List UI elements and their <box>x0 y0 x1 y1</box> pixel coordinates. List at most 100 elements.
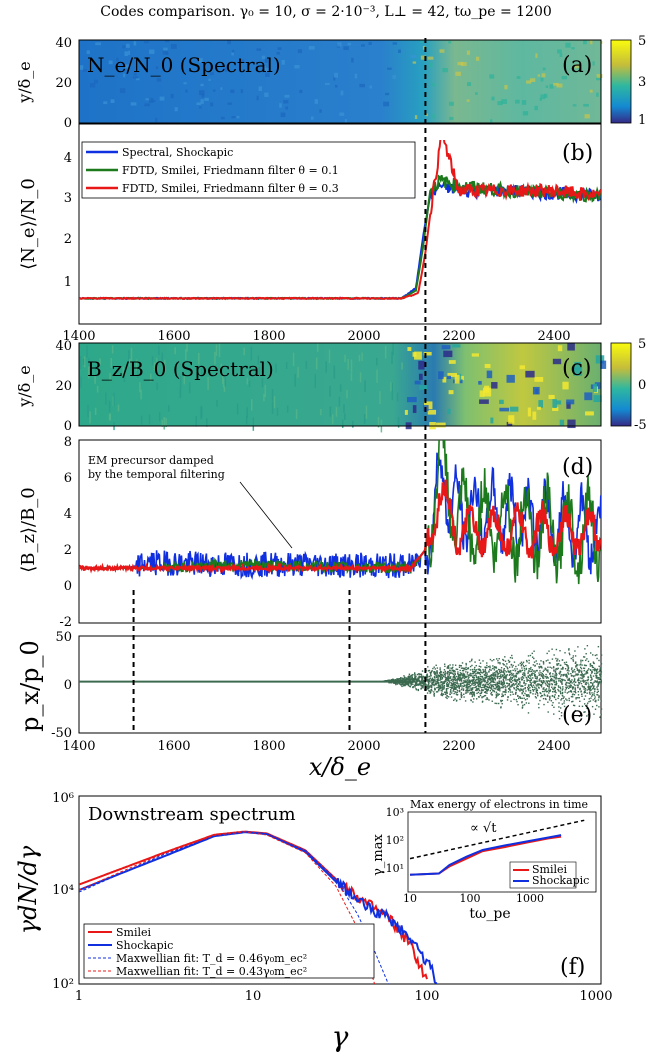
heatmap-cell <box>559 419 565 426</box>
scatter-point <box>588 688 590 691</box>
scatter-point <box>400 680 402 682</box>
scatter-point <box>436 667 439 669</box>
scatter-point <box>492 673 494 675</box>
heatmap-cell <box>442 68 448 73</box>
scatter-point <box>476 681 478 684</box>
scatter-point <box>495 666 497 668</box>
scatter-point <box>566 692 569 694</box>
scatter-point <box>489 681 492 684</box>
guide-lines <box>132 38 427 733</box>
heatmap-cell <box>410 55 417 58</box>
scatter-point <box>584 695 587 697</box>
scatter-point <box>384 680 386 682</box>
heatmap-cell <box>596 74 603 78</box>
scatter-point <box>445 691 448 693</box>
scatter-point <box>541 694 544 697</box>
heatmap-cell <box>420 40 423 44</box>
heatmap-cell <box>222 373 224 384</box>
scatter-point <box>471 664 473 667</box>
heatmap-cell <box>600 360 607 369</box>
scatter-point <box>480 692 482 694</box>
panel-d-ytick: 4 <box>64 507 72 522</box>
scatter-point <box>409 676 412 678</box>
scatter-point <box>585 653 587 655</box>
scatter-point <box>540 665 543 668</box>
panel-b-xtick: 1400 <box>62 329 95 344</box>
scatter-point <box>487 677 489 680</box>
heatmap-cell <box>561 75 568 80</box>
scatter-point <box>570 668 573 670</box>
heatmap-cell <box>479 390 485 397</box>
heatmap-cell <box>174 107 178 112</box>
heatmap-cell <box>220 87 223 90</box>
heatmap-cell <box>556 83 563 88</box>
scatter-point <box>459 683 462 686</box>
scatter-point <box>502 678 505 680</box>
scatter-point <box>470 693 473 695</box>
heatmap-cell <box>273 396 276 409</box>
scatter-point <box>453 687 455 690</box>
heatmap-cell <box>285 106 289 110</box>
scatter-point <box>572 660 575 662</box>
scatter-point <box>466 688 468 690</box>
scatter-point <box>580 682 583 685</box>
scatter-point <box>564 689 567 691</box>
series-line <box>79 440 601 585</box>
heatmap-cell <box>86 50 90 54</box>
scatter-point <box>595 699 597 702</box>
scatter-point <box>501 676 503 678</box>
heatmap-cell <box>89 411 91 424</box>
scatter-point <box>439 687 442 689</box>
heatmap-cell <box>553 82 559 86</box>
scatter-point <box>572 655 575 657</box>
heatmap-cell <box>94 407 97 415</box>
inset-xtick: 1000 <box>516 892 544 905</box>
heatmap-cell <box>333 365 336 379</box>
scatter-point <box>571 696 574 698</box>
scatter-point <box>486 683 488 685</box>
scatter-point <box>435 684 437 686</box>
scatter-point <box>477 685 480 687</box>
heatmap-cell <box>572 104 577 107</box>
scatter-point <box>437 686 439 689</box>
scatter-point <box>536 691 538 694</box>
scatter-point <box>558 686 560 688</box>
scatter-point <box>477 696 480 698</box>
scatter-point <box>523 680 525 682</box>
scatter-point <box>436 671 439 673</box>
heatmap-cell <box>156 357 158 365</box>
scatter-point <box>529 692 531 694</box>
scatter-point <box>577 678 580 681</box>
scatter-point <box>475 676 478 679</box>
scatter-point <box>487 683 490 686</box>
inset-series-line <box>409 834 562 876</box>
heatmap-cell <box>112 396 115 406</box>
scatter-point <box>548 650 550 652</box>
scatter-point <box>582 676 584 679</box>
scatter-point <box>480 687 483 689</box>
heatmap-cell <box>535 53 538 58</box>
scatter-point <box>426 679 429 681</box>
scatter-point <box>499 675 502 677</box>
scatter-point <box>587 686 589 688</box>
scatter-point <box>436 683 438 685</box>
scatter-point <box>452 666 454 669</box>
scatter-point <box>448 672 451 674</box>
heatmap-cell <box>125 64 129 69</box>
scatter-point <box>503 686 505 688</box>
scatter-point <box>465 685 468 687</box>
scatter-point <box>520 679 523 681</box>
scatter-point <box>552 666 555 668</box>
heatmap-cell <box>117 404 120 412</box>
heatmap-cell <box>466 99 470 102</box>
scatter-point <box>561 698 563 700</box>
heatmap-cell <box>133 72 137 76</box>
scatter-point <box>584 664 586 667</box>
scatter-point <box>439 671 442 674</box>
scatter-point <box>445 678 448 680</box>
scatter-point <box>565 673 568 676</box>
scatter-point <box>519 697 522 699</box>
heatmap-cell <box>130 347 133 362</box>
scatter-point <box>476 692 478 695</box>
scatter-point <box>434 673 436 676</box>
